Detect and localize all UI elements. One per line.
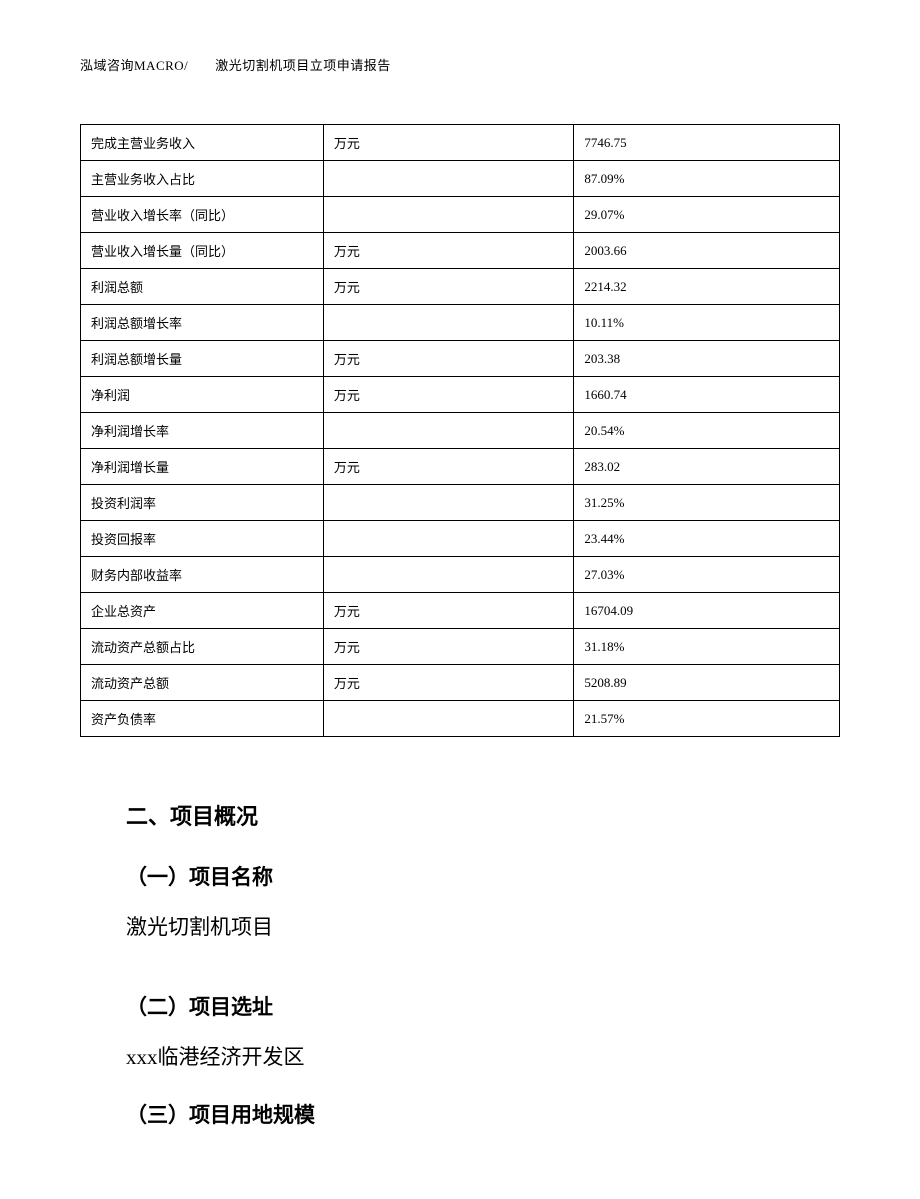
cell-label: 投资回报率	[81, 521, 324, 557]
content-section: 二、项目概况 （一）项目名称 激光切割机项目 （二）项目选址 xxx临港经济开发…	[80, 799, 840, 1129]
cell-unit: 万元	[323, 593, 573, 629]
cell-value: 31.25%	[574, 485, 840, 521]
cell-label: 净利润增长率	[81, 413, 324, 449]
page-header: 泓域咨询MACRO/ 激光切割机项目立项申请报告	[80, 55, 840, 74]
cell-label: 利润总额增长率	[81, 305, 324, 341]
cell-value: 87.09%	[574, 161, 840, 197]
cell-label: 完成主营业务收入	[81, 125, 324, 161]
table-row: 资产负债率 21.57%	[81, 701, 840, 737]
table-row: 企业总资产 万元 16704.09	[81, 593, 840, 629]
subsection-heading-location: （二）项目选址	[126, 991, 840, 1021]
table-row: 营业收入增长率（同比） 29.07%	[81, 197, 840, 233]
cell-unit	[323, 557, 573, 593]
page-container: 泓域咨询MACRO/ 激光切割机项目立项申请报告 完成主营业务收入 万元 774…	[0, 0, 920, 1199]
subsection-heading-name: （一）项目名称	[126, 861, 840, 891]
cell-value: 10.11%	[574, 305, 840, 341]
table-row: 流动资产总额 万元 5208.89	[81, 665, 840, 701]
table-body: 完成主营业务收入 万元 7746.75 主营业务收入占比 87.09% 营业收入…	[81, 125, 840, 737]
cell-value: 23.44%	[574, 521, 840, 557]
cell-value: 283.02	[574, 449, 840, 485]
cell-label: 净利润	[81, 377, 324, 413]
table-row: 营业收入增长量（同比） 万元 2003.66	[81, 233, 840, 269]
cell-unit: 万元	[323, 269, 573, 305]
table-row: 流动资产总额占比 万元 31.18%	[81, 629, 840, 665]
table-row: 主营业务收入占比 87.09%	[81, 161, 840, 197]
cell-label: 营业收入增长率（同比）	[81, 197, 324, 233]
cell-value: 16704.09	[574, 593, 840, 629]
cell-value: 2214.32	[574, 269, 840, 305]
cell-unit: 万元	[323, 629, 573, 665]
table-row: 净利润增长率 20.54%	[81, 413, 840, 449]
cell-label: 营业收入增长量（同比）	[81, 233, 324, 269]
cell-unit	[323, 413, 573, 449]
table-row: 利润总额增长量 万元 203.38	[81, 341, 840, 377]
project-name-text: 激光切割机项目	[126, 911, 840, 941]
cell-unit	[323, 197, 573, 233]
subsection-land-scale: （三）项目用地规模	[126, 1099, 840, 1129]
cell-label: 流动资产总额占比	[81, 629, 324, 665]
financial-data-table: 完成主营业务收入 万元 7746.75 主营业务收入占比 87.09% 营业收入…	[80, 124, 840, 737]
table-row: 净利润增长量 万元 283.02	[81, 449, 840, 485]
table-row: 完成主营业务收入 万元 7746.75	[81, 125, 840, 161]
cell-label: 流动资产总额	[81, 665, 324, 701]
table-row: 财务内部收益率 27.03%	[81, 557, 840, 593]
cell-label: 财务内部收益率	[81, 557, 324, 593]
project-location-text: xxx临港经济开发区	[126, 1041, 840, 1071]
cell-unit	[323, 161, 573, 197]
cell-value: 2003.66	[574, 233, 840, 269]
cell-unit	[323, 701, 573, 737]
cell-value: 29.07%	[574, 197, 840, 233]
cell-unit: 万元	[323, 125, 573, 161]
cell-value: 27.03%	[574, 557, 840, 593]
cell-unit: 万元	[323, 665, 573, 701]
cell-label: 资产负债率	[81, 701, 324, 737]
cell-value: 5208.89	[574, 665, 840, 701]
cell-unit: 万元	[323, 341, 573, 377]
cell-unit	[323, 485, 573, 521]
cell-unit: 万元	[323, 449, 573, 485]
cell-unit: 万元	[323, 233, 573, 269]
cell-value: 7746.75	[574, 125, 840, 161]
table-row: 投资利润率 31.25%	[81, 485, 840, 521]
table-row: 投资回报率 23.44%	[81, 521, 840, 557]
subsection-project-location: （二）项目选址 xxx临港经济开发区	[126, 991, 840, 1071]
subsection-heading-landscale: （三）项目用地规模	[126, 1099, 840, 1129]
cell-label: 主营业务收入占比	[81, 161, 324, 197]
cell-label: 利润总额	[81, 269, 324, 305]
subsection-project-name: （一）项目名称 激光切割机项目	[126, 861, 840, 941]
header-text: 泓域咨询MACRO/ 激光切割机项目立项申请报告	[80, 58, 391, 73]
cell-value: 20.54%	[574, 413, 840, 449]
cell-label: 企业总资产	[81, 593, 324, 629]
cell-unit	[323, 521, 573, 557]
cell-label: 利润总额增长量	[81, 341, 324, 377]
cell-value: 31.18%	[574, 629, 840, 665]
section-heading-overview: 二、项目概况	[126, 799, 840, 831]
cell-label: 净利润增长量	[81, 449, 324, 485]
cell-value: 21.57%	[574, 701, 840, 737]
cell-value: 1660.74	[574, 377, 840, 413]
cell-unit	[323, 305, 573, 341]
cell-unit: 万元	[323, 377, 573, 413]
table-row: 利润总额增长率 10.11%	[81, 305, 840, 341]
cell-label: 投资利润率	[81, 485, 324, 521]
table-row: 利润总额 万元 2214.32	[81, 269, 840, 305]
cell-value: 203.38	[574, 341, 840, 377]
table-row: 净利润 万元 1660.74	[81, 377, 840, 413]
